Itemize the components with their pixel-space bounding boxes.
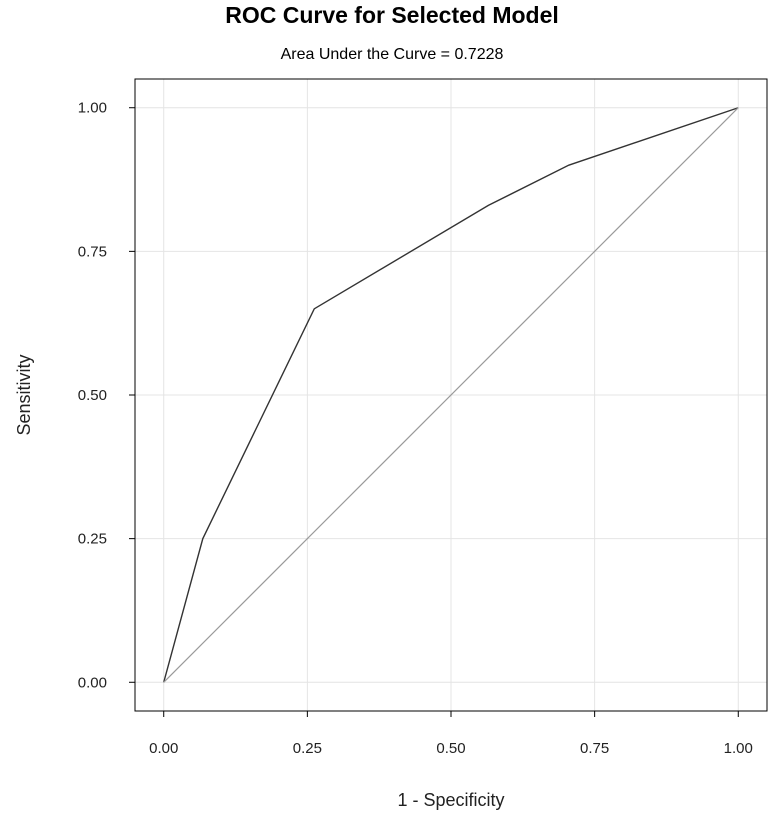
x-tick-label: 0.00 (149, 740, 178, 757)
y-tick-label: 0.00 (78, 674, 107, 691)
y-tick-label: 0.50 (78, 387, 107, 404)
y-axis-label: Sensitivity (14, 354, 34, 435)
x-tick-label: 0.75 (580, 740, 609, 757)
chart-title: ROC Curve for Selected Model (225, 2, 559, 28)
y-tick-label: 1.00 (78, 100, 107, 117)
x-tick-label: 0.25 (293, 740, 322, 757)
roc-curve-line (163, 107, 739, 683)
x-axis-ticks: 0.00 0.25 0.50 0.75 1.00 (149, 711, 753, 757)
x-tick-label: 0.50 (436, 740, 465, 757)
series-layer (163, 107, 739, 683)
reference-diagonal-line (163, 107, 739, 683)
gridlines (135, 79, 767, 711)
x-tick-label: 1.00 (724, 740, 753, 757)
y-axis-ticks: 0.00 0.25 0.50 0.75 1.00 (78, 100, 135, 691)
x-axis-label: 1 - Specificity (397, 790, 504, 810)
y-tick-label: 0.25 (78, 531, 107, 548)
chart-subtitle: Area Under the Curve = 0.7228 (280, 46, 504, 63)
y-tick-label: 0.75 (78, 243, 107, 260)
